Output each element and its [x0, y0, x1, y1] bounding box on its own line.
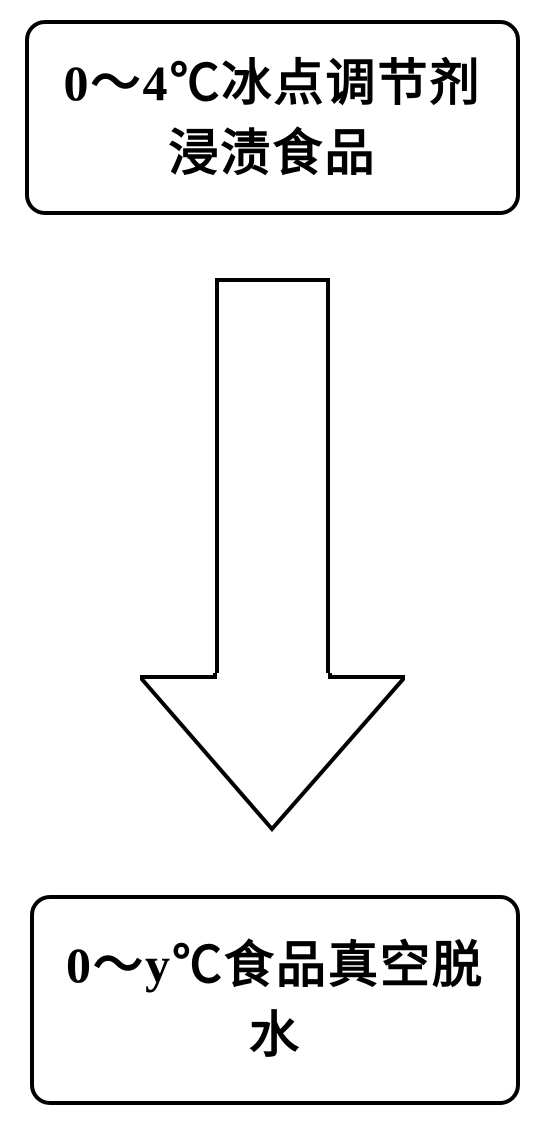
- arrow-shaft: [215, 278, 330, 678]
- step2-text: 0～y℃食品真空脱水: [54, 930, 496, 1070]
- step2-box: 0～y℃食品真空脱水: [30, 895, 520, 1105]
- arrow-head-icon: [140, 673, 405, 833]
- step1-box: 0～4℃冰点调节剂浸渍食品: [25, 20, 520, 215]
- flow-arrow: [140, 278, 405, 833]
- step1-text: 0～4℃冰点调节剂浸渍食品: [49, 48, 496, 188]
